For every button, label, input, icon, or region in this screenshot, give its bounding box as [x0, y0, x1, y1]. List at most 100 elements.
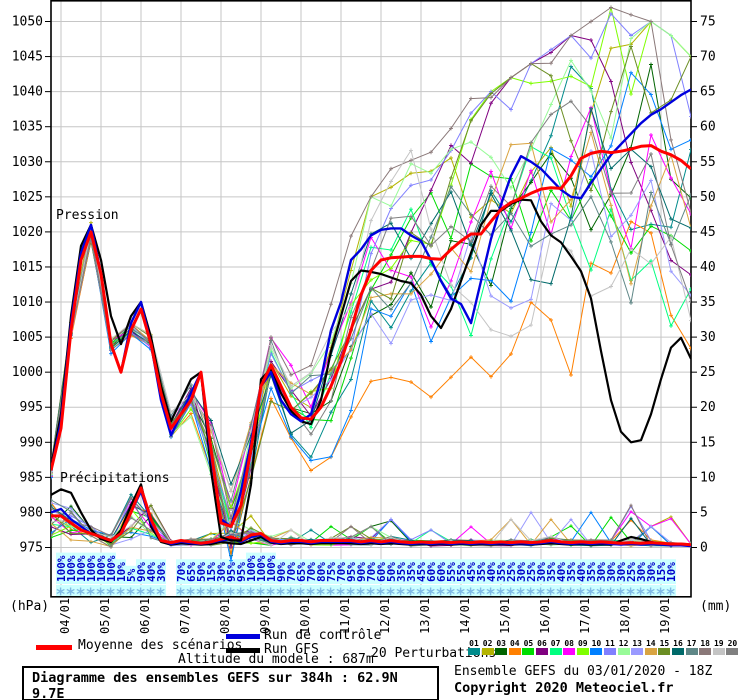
percent-label-bg: [576, 559, 586, 584]
percent-label-bg: [376, 559, 386, 584]
snowflake-icon: *: [86, 585, 96, 605]
snowflake-icon: *: [76, 585, 86, 605]
date-label: 16/01: [538, 598, 552, 634]
left-axis-tick-label: 990: [20, 435, 43, 450]
percent-label-bg: [656, 559, 666, 584]
pressure-section-label: Pression: [56, 208, 119, 223]
perturbation-swatch: [495, 648, 508, 655]
snowflake-icon: *: [56, 585, 66, 605]
perturbation-number: 12: [618, 639, 629, 648]
member-markers: [51, 44, 691, 545]
percent-label-bg: [106, 552, 116, 584]
snowflake-icon: *: [196, 585, 206, 605]
precip-probability-label: 35%: [585, 562, 598, 582]
perturbation-swatch: [604, 648, 616, 655]
precip-probability-label: 35%: [565, 562, 578, 582]
percent-label-bg: [336, 559, 346, 584]
precip-probability-label: 100%: [265, 555, 278, 582]
percent-label-bg: [356, 559, 366, 584]
percent-label-bg: [496, 559, 506, 584]
precip-probability-label: 70%: [335, 562, 348, 582]
precip-probability-label: 100%: [105, 555, 118, 582]
date-label: 13/01: [418, 598, 432, 634]
percent-label-bg: [296, 559, 306, 584]
precip-probability-label: 70%: [365, 562, 378, 582]
pressure-series-0: [51, 144, 691, 528]
percent-label-bg: [446, 559, 456, 584]
right-axis-tick-label: 15: [700, 435, 716, 450]
snowflake-icon: *: [156, 585, 166, 605]
precip-probability-label: 95%: [345, 562, 358, 582]
left-axis-tick-label: 1040: [12, 85, 43, 100]
perturbation-number: 07: [550, 639, 561, 648]
snowflake-icon: *: [556, 585, 566, 605]
member-markers: [51, 5, 691, 510]
snowflake-band: [56, 585, 166, 597]
precip-probability-label: 60%: [435, 562, 448, 582]
perturbation-number: 03: [496, 639, 506, 648]
snowflake-icon: *: [276, 585, 286, 605]
snowflake-icon: *: [596, 585, 606, 605]
perturbation-swatch: [522, 648, 535, 655]
date-label: 09/01: [258, 598, 272, 634]
percent-label-bg: [196, 559, 206, 584]
precip-probability-label: 25%: [505, 562, 518, 582]
precip-probability-label: 35%: [395, 562, 408, 582]
percent-label-bg: [346, 559, 356, 584]
right-axis-tick-label: 5: [700, 505, 708, 520]
pressure-series-2: [51, 198, 691, 542]
precip-probability-label: 100%: [255, 555, 268, 582]
perturbation-number: 17: [686, 639, 697, 648]
snowflake-icon: *: [666, 585, 676, 605]
snowflake-icon: *: [646, 585, 656, 605]
precip-probability-label: 30%: [515, 562, 528, 582]
percent-label-bg: [626, 559, 636, 584]
right-axis-tick-label: 70: [700, 50, 716, 65]
perturbation-swatch: [658, 648, 671, 655]
precip-probability-label: 30%: [605, 562, 618, 582]
precip-probability-label: 75%: [325, 562, 338, 582]
perturbation-number: 10: [591, 639, 602, 648]
precip-probability-label: 65%: [185, 562, 198, 582]
precip-probability-label: 5%: [125, 568, 138, 582]
precip-probability-label: 35%: [545, 562, 558, 582]
snowflake-icon: *: [576, 585, 586, 605]
snowflake-icon: *: [226, 585, 236, 605]
snowflake-icon: *: [516, 585, 526, 605]
percent-label-bg: [206, 559, 216, 584]
date-label: 06/01: [138, 598, 152, 634]
snowflake-icon: *: [66, 585, 76, 605]
precip-probability-label: 45%: [465, 562, 478, 582]
right-axis-tick-label: 50: [700, 190, 716, 205]
snowflake-icon: *: [116, 585, 126, 605]
perturbation-number: 15: [659, 639, 670, 648]
snowflake-icon: *: [136, 585, 146, 605]
percent-label-bg: [416, 559, 426, 584]
perturbation-number: 05: [523, 639, 534, 648]
percent-label-bg: [316, 559, 326, 584]
precip-probability-label: 55%: [455, 562, 468, 582]
snowflake-icon: *: [376, 585, 386, 605]
snowflake-icon: *: [356, 585, 366, 605]
date-label: 17/01: [578, 598, 592, 634]
date-label: 12/01: [378, 598, 392, 634]
snowflake-icon: *: [506, 585, 516, 605]
percent-label-bg: [156, 559, 166, 584]
snowflake-icon: *: [286, 585, 296, 605]
percent-label-bg: [366, 559, 376, 584]
percent-label-bg: [556, 559, 566, 584]
date-label: 04/01: [58, 598, 72, 634]
snowflake-icon: *: [246, 585, 256, 605]
snowflake-icon: *: [456, 585, 466, 605]
date-label: 19/01: [658, 598, 672, 634]
percent-label-bg: [486, 559, 496, 584]
perturbation-swatch: [576, 648, 589, 655]
percent-label-bg: [56, 552, 66, 584]
date-label: 18/01: [618, 598, 632, 634]
snowflake-icon: *: [406, 585, 416, 605]
precip-probability-label: 35%: [495, 562, 508, 582]
precip-probability-label: 100%: [65, 555, 78, 582]
right-axis-tick-label: 55: [700, 155, 716, 170]
precip-probability-label: 30%: [215, 562, 228, 582]
